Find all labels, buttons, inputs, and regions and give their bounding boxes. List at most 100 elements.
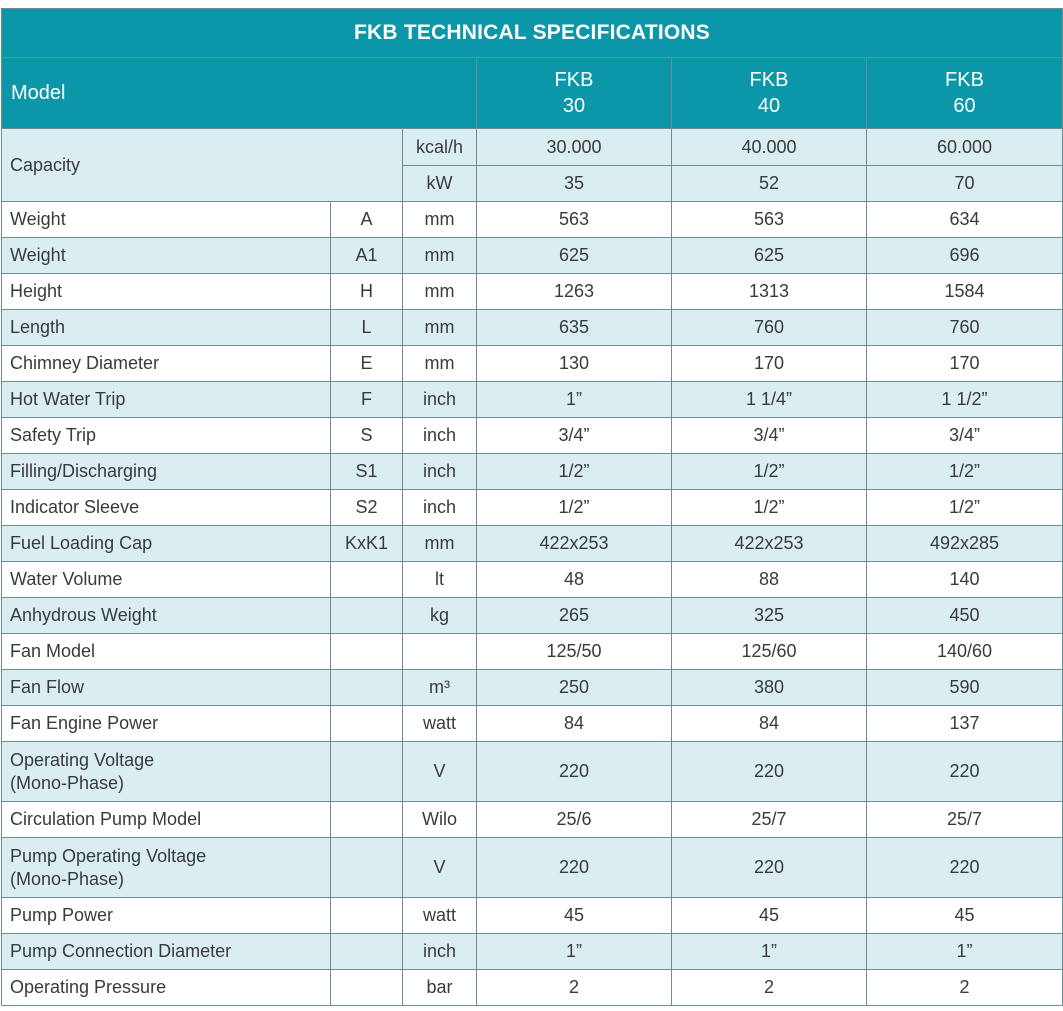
value-cell: 1 1/2” (866, 381, 1063, 418)
row-label-text: Pump Connection Diameter (10, 941, 232, 961)
value-cell: 1/2” (476, 453, 672, 490)
code-cell: KxK1 (330, 525, 403, 562)
value-cell: 3/4” (476, 417, 672, 454)
table-row: Pump Connection Diameter inch 1” 1” 1” (1, 933, 1063, 970)
row-label-text: Indicator Sleeve (10, 497, 140, 517)
code-cell (330, 837, 403, 898)
value-cell: 625 (671, 237, 867, 274)
unit-cell: Wilo (402, 801, 477, 838)
value-cell: 3/4” (866, 417, 1063, 454)
value-cell: 220 (476, 837, 672, 898)
value-cell: 84 (671, 705, 867, 742)
row-label-text: Fan Model (10, 641, 96, 661)
value-cell: 60.000 (866, 128, 1063, 166)
table-row: Fan Model 125/50 125/60 140/60 (1, 633, 1063, 670)
model-header-fkb40: FKB 40 (671, 57, 867, 129)
row-label-text: Operating Pressure (10, 977, 167, 997)
row-label-subtext: (Mono-Phase) (10, 772, 125, 793)
value-cell: 25/7 (671, 801, 867, 838)
unit-cell: inch (402, 453, 477, 490)
spec-table: FKB TECHNICAL SPECIFICATIONS Model FKB 3… (1, 8, 1063, 1006)
value-cell: 220 (671, 741, 867, 802)
unit-cell: kW (402, 165, 477, 202)
value-cell: 1” (671, 933, 867, 970)
value-cell: 1/2” (866, 489, 1063, 526)
table-row: Pump Operating Voltage (Mono-Phase) V 220 22… (1, 837, 1063, 898)
unit-cell: mm (402, 273, 477, 310)
model-name: FKB (749, 69, 789, 91)
unit-cell: m³ (402, 669, 477, 706)
value-cell: 1/2” (476, 489, 672, 526)
row-label-text: Water Volume (10, 569, 123, 589)
row-label-text: Circulation Pump Model (10, 809, 202, 829)
value-cell: 1/2” (866, 453, 1063, 490)
table-row: Pump Power watt 45 45 45 (1, 897, 1063, 934)
row-label: Pump Connection Diameter (1, 933, 331, 970)
unit-cell: mm (402, 525, 477, 562)
row-label-text: Hot Water Trip (10, 389, 126, 409)
value-cell: 563 (671, 201, 867, 238)
value-cell: 265 (476, 597, 672, 634)
unit-cell: bar (402, 969, 477, 1006)
model-size: 60 (953, 95, 976, 117)
row-label-text: Weight (10, 245, 66, 265)
unit-cell (402, 633, 477, 670)
row-label-subtext: (Mono-Phase) (10, 868, 125, 889)
code-cell: L (330, 309, 403, 346)
row-label-text: Fuel Loading Cap (10, 533, 153, 553)
value-cell: 2 (866, 969, 1063, 1006)
value-cell: 220 (866, 837, 1063, 898)
value-cell: 40.000 (671, 128, 867, 166)
value-cell: 45 (671, 897, 867, 934)
unit-cell: lt (402, 561, 477, 598)
code-cell (330, 597, 403, 634)
value-cell: 140 (866, 561, 1063, 598)
capacity-label: Capacity (1, 128, 403, 202)
row-label: Height (1, 273, 331, 310)
value-cell: 1313 (671, 273, 867, 310)
row-label-text: Weight (10, 209, 66, 229)
row-label: Operating Pressure (1, 969, 331, 1006)
unit-cell: mm (402, 345, 477, 382)
value-cell: 325 (671, 597, 867, 634)
table-row: Water Volume lt 48 88 140 (1, 561, 1063, 598)
unit-cell: inch (402, 489, 477, 526)
value-cell: 250 (476, 669, 672, 706)
row-label: Hot Water Trip (1, 381, 331, 418)
row-label: Chimney Diameter (1, 345, 331, 382)
model-header-fkb30: FKB 30 (476, 57, 672, 129)
value-cell: 1” (476, 933, 672, 970)
value-cell: 2 (476, 969, 672, 1006)
value-cell: 1584 (866, 273, 1063, 310)
table-row: Operating Pressure bar 2 2 2 (1, 969, 1063, 1006)
code-cell (330, 933, 403, 970)
table-title: FKB TECHNICAL SPECIFICATIONS (1, 8, 1063, 58)
unit-cell: kcal/h (402, 128, 477, 166)
row-label: Fan Model (1, 633, 331, 670)
value-cell: 1 1/4” (671, 381, 867, 418)
value-cell: 422x253 (671, 525, 867, 562)
code-cell (330, 741, 403, 802)
code-cell: F (330, 381, 403, 418)
unit-cell: watt (402, 897, 477, 934)
unit-cell: inch (402, 933, 477, 970)
row-label: Pump Power (1, 897, 331, 934)
value-cell: 220 (671, 837, 867, 898)
unit-cell: inch (402, 417, 477, 454)
value-cell: 125/50 (476, 633, 672, 670)
value-cell: 634 (866, 201, 1063, 238)
row-label-text: Operating Voltage (10, 749, 155, 770)
capacity-row-kw: kW 35 52 70 (2, 165, 1063, 202)
value-cell: 635 (476, 309, 672, 346)
value-cell: 422x253 (476, 525, 672, 562)
unit-cell: V (402, 837, 477, 898)
table-row: Indicator Sleeve S2 inch 1/2” 1/2” 1/2” (1, 489, 1063, 526)
table-row: Fan Flow m³ 250 380 590 (1, 669, 1063, 706)
row-label-text: Height (10, 281, 63, 301)
value-cell: 450 (866, 597, 1063, 634)
value-cell: 88 (671, 561, 867, 598)
value-cell: 2 (671, 969, 867, 1006)
value-cell: 25/6 (476, 801, 672, 838)
